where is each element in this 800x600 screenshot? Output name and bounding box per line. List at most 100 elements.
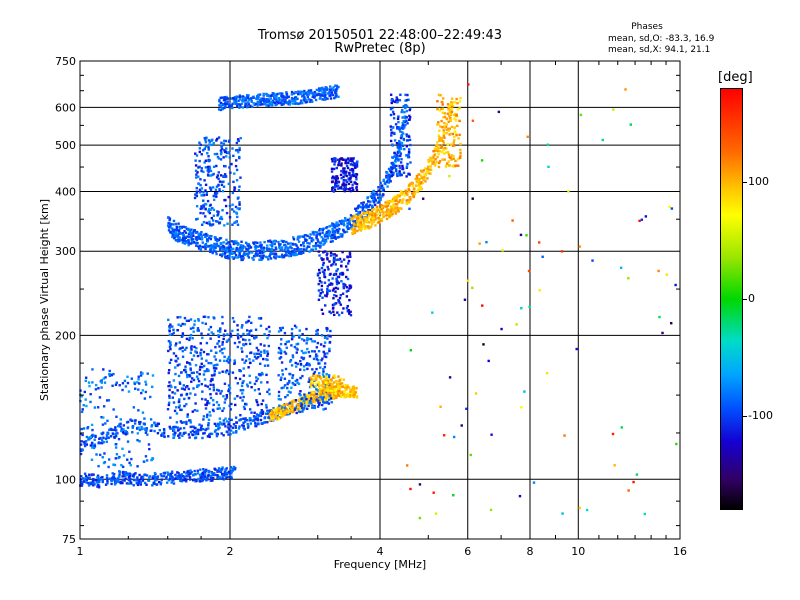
echo-point: [341, 385, 344, 388]
echo-point: [227, 246, 230, 250]
echo-point: [329, 380, 332, 383]
echo-point: [239, 396, 242, 399]
echo-point: [193, 478, 196, 481]
echo-point: [228, 156, 231, 159]
echo-point: [255, 250, 258, 253]
echo-point: [313, 95, 317, 98]
echo-point: [365, 226, 368, 230]
echo-point: [275, 103, 279, 106]
echo-point: [206, 413, 209, 417]
echo-point: [415, 179, 419, 182]
echo-point: [404, 189, 407, 193]
echo-point: [326, 388, 329, 391]
echo-point: [369, 200, 372, 203]
echo-point: [239, 335, 243, 338]
echo-point: [218, 217, 222, 220]
echo-point: [229, 245, 232, 249]
echo-point: [359, 215, 362, 218]
echo-point: [318, 387, 322, 391]
echo-point: [233, 172, 236, 175]
echo-point: [311, 374, 315, 378]
echo-point: [336, 385, 339, 388]
echo-point: [311, 100, 314, 103]
echo-point: [318, 403, 321, 406]
echo-point: [204, 471, 207, 475]
echo-point: [320, 388, 323, 391]
echo-point: [329, 85, 332, 88]
echo-point: [347, 259, 351, 263]
echo-point: [287, 410, 290, 413]
echo-point: [309, 382, 313, 385]
echo-point: [105, 440, 108, 443]
echo-point: [611, 432, 615, 436]
echo-point: [458, 119, 461, 123]
echo-point: [297, 247, 300, 251]
echo-point: [122, 424, 126, 427]
echo-point: [108, 369, 111, 373]
echo-point: [223, 173, 227, 176]
echo-point: [338, 163, 342, 166]
echo-point: [138, 428, 142, 432]
echo-point: [274, 252, 278, 256]
echo-point: [203, 315, 207, 318]
echo-point: [168, 394, 171, 398]
echo-point: [198, 159, 201, 163]
echo-point: [332, 310, 335, 313]
echo-point: [422, 169, 425, 172]
echo-point: [391, 110, 395, 114]
echo-point: [248, 381, 252, 384]
echo-point: [407, 188, 411, 192]
echo-point: [215, 401, 219, 404]
echo-point: [245, 418, 249, 422]
echo-point: [317, 349, 321, 353]
echo-point: [396, 100, 399, 104]
echo-point: [231, 191, 235, 195]
echo-point: [365, 203, 369, 206]
echo-point: [290, 251, 293, 254]
echo-point: [218, 421, 222, 424]
echo-point: [177, 222, 180, 225]
echo-point: [280, 253, 284, 256]
echo-point: [111, 472, 114, 475]
echo-point: [333, 188, 337, 191]
echo-point: [232, 320, 236, 323]
echo-point: [279, 92, 283, 95]
echo-point: [277, 97, 281, 100]
echo-point: [289, 245, 292, 248]
echo-point: [310, 237, 313, 240]
echo-point: [532, 481, 536, 484]
echo-point: [268, 330, 271, 333]
echo-point: [200, 235, 203, 238]
echo-point: [112, 472, 116, 476]
echo-point: [315, 398, 318, 401]
echo-point: [223, 98, 226, 102]
echo-point: [237, 249, 240, 253]
echo-point: [350, 224, 354, 227]
echo-point: [151, 374, 155, 377]
echo-point: [222, 241, 225, 244]
echo-point: [395, 210, 398, 213]
echo-point: [131, 474, 135, 478]
echo-point: [520, 307, 523, 310]
echo-point: [235, 179, 239, 182]
echo-point: [311, 382, 315, 385]
echo-point: [195, 191, 199, 195]
echo-point: [332, 88, 335, 92]
echo-point: [280, 246, 284, 249]
echo-point: [328, 392, 331, 395]
echo-point: [348, 386, 351, 389]
echo-point: [119, 422, 122, 425]
echo-point: [200, 362, 203, 366]
echo-point: [230, 475, 233, 478]
echo-point: [390, 174, 394, 178]
echo-point: [347, 157, 350, 160]
echo-point: [335, 166, 338, 170]
echo-point: [344, 161, 347, 165]
echo-point: [307, 89, 311, 92]
echo-point: [215, 152, 219, 156]
echo-point: [250, 334, 254, 338]
echo-point: [401, 123, 405, 127]
echo-point: [442, 141, 446, 145]
echo-point: [459, 154, 462, 158]
echo-point: [81, 448, 84, 452]
